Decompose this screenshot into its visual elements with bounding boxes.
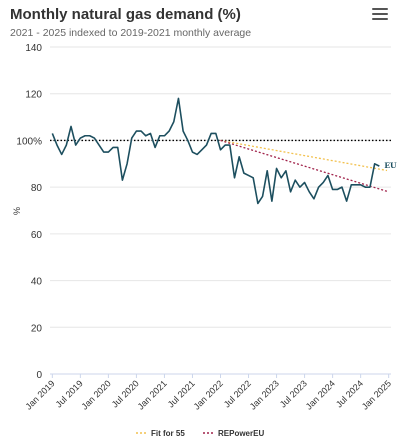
y-tick-label: 100%: [16, 136, 42, 147]
x-tick-label: Jan 2023: [248, 378, 281, 411]
y-tick-label: 120: [25, 90, 42, 101]
x-tick-label: Jan 2019: [23, 378, 56, 411]
y-tick-label: 80: [31, 183, 43, 194]
y-tick-label: 40: [31, 277, 43, 288]
chart-subtitle: 2021 - 2025 indexed to 2019-2021 monthly…: [10, 27, 252, 39]
chart-title: Monthly natural gas demand (%): [10, 6, 241, 23]
legend-label: REPowerEU: [218, 429, 264, 438]
legend-item-repowereu[interactable]: REPowerEU: [203, 429, 264, 438]
x-tick-label: Jan 2020: [80, 378, 113, 411]
series-label-eu: EU: [384, 161, 397, 170]
hamburger-menu-icon[interactable]: [372, 8, 388, 22]
y-tick-label: 140: [25, 43, 42, 54]
series-line-eu: [51, 97, 380, 205]
x-tick-label: Jan 2024: [304, 378, 337, 411]
y-tick-label: 60: [31, 230, 43, 241]
target-line-repowereu: [220, 139, 388, 192]
x-tick-label: Jan 2025: [360, 378, 393, 411]
legend-label: Fit for 55: [151, 429, 185, 438]
legend-item-fit-for-55[interactable]: Fit for 55: [136, 429, 185, 438]
y-axis-label: %: [12, 207, 22, 215]
y-tick-label: 0: [36, 370, 42, 381]
x-tick-label: Jan 2021: [136, 378, 169, 411]
x-tick-label: Jan 2022: [192, 378, 225, 411]
y-tick-label: 20: [31, 323, 43, 334]
target-line-fit-for-55: [220, 139, 388, 172]
